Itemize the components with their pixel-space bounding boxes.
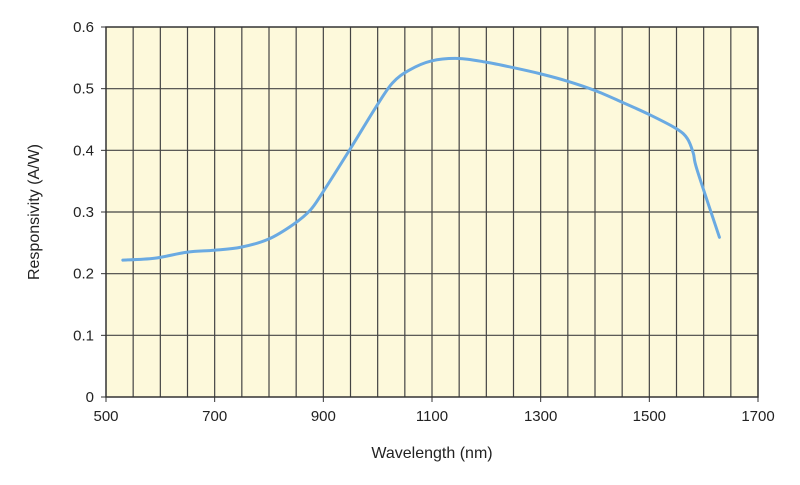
- plot-frame: [105, 26, 759, 398]
- y-tick-label: 0.4: [73, 142, 94, 159]
- y-tick-label: 0: [86, 389, 94, 406]
- grid: [106, 27, 758, 397]
- x-tick-label: 500: [93, 408, 118, 425]
- y-axis-label: Responsivity (A/W): [26, 144, 43, 280]
- x-tick-label: 1300: [524, 408, 557, 425]
- tick-labels: 500 700 900 1100 1300 1500 1700 0 0.1 0.2 0.3 0.4 0.…: [73, 19, 775, 425]
- x-tick-label: 1500: [633, 408, 666, 425]
- x-tick-label: 1100: [416, 408, 448, 425]
- x-tick-label: 1700: [741, 408, 774, 425]
- x-tick-label: 900: [311, 408, 336, 425]
- y-tick-label: 0.6: [73, 19, 94, 36]
- y-tick-label: 0.5: [73, 81, 94, 98]
- y-tick-label: 0.1: [73, 327, 94, 344]
- y-tick-label: 0.3: [73, 204, 94, 221]
- x-axis-label: Wavelength (nm): [371, 445, 492, 462]
- x-tick-label: 700: [202, 408, 227, 425]
- responsivity-line: [121, 56, 721, 262]
- y-tick-label: 0.2: [73, 266, 94, 283]
